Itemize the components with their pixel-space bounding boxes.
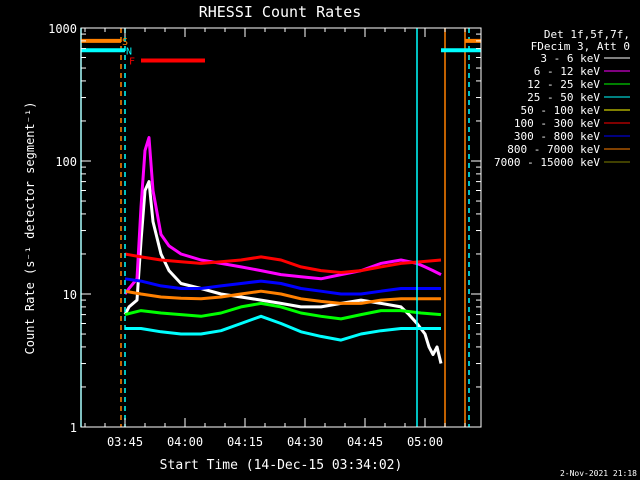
series-line xyxy=(124,252,442,274)
legend-entry-label: 50 - 100 keV xyxy=(521,104,601,117)
y-tick-label: 1 xyxy=(70,421,77,435)
attenuator-markers: SNF xyxy=(81,37,481,67)
legend-entry-label: 6 - 12 keV xyxy=(534,65,601,78)
series-line xyxy=(123,136,442,295)
plot-frame xyxy=(80,27,482,428)
legend-entry-label: 800 - 7000 keV xyxy=(507,143,600,156)
legend-entry-label: 3 - 6 keV xyxy=(540,52,600,65)
y-axis-label: Count Rate (s⁻¹ detector segment⁻¹) xyxy=(23,102,37,355)
chart-title: RHESSI Count Rates xyxy=(199,3,362,21)
legend-entry-label: 100 - 300 keV xyxy=(514,117,600,130)
x-tick-label: 04:45 xyxy=(347,435,383,449)
footer-timestamp: 2-Nov-2021 21:18 xyxy=(560,469,637,478)
legend-entry-label: 12 - 25 keV xyxy=(527,78,600,91)
legend-header: FDecim 3, Att 0 xyxy=(531,40,630,53)
legend-header: Det 1f,5f,7f, xyxy=(544,28,630,41)
series-line xyxy=(125,314,441,342)
x-tick-label: 04:00 xyxy=(167,435,203,449)
series-line xyxy=(123,180,443,364)
marker-label: S xyxy=(122,37,128,48)
legend-entry-label: 300 - 800 keV xyxy=(514,130,600,143)
x-tick-label: 04:15 xyxy=(227,435,263,449)
legend-entry-label: 7000 - 15000 keV xyxy=(494,156,600,169)
series-line xyxy=(124,277,441,296)
series-line xyxy=(124,301,442,321)
x-tick-label: 04:30 xyxy=(287,435,323,449)
x-tick-label: 05:00 xyxy=(407,435,443,449)
y-axis: 1 10 100 1000 xyxy=(48,22,481,435)
series-layer xyxy=(123,136,443,364)
legend-entry-label: 25 - 50 keV xyxy=(527,91,600,104)
marker-label: N xyxy=(126,46,132,57)
y-tick-label: 1000 xyxy=(48,22,77,36)
x-axis-label: Start Time (14-Dec-15 03:34:02) xyxy=(160,458,403,473)
y-tick-label: 100 xyxy=(55,155,77,169)
marker-label: F xyxy=(129,56,135,67)
x-tick-label: 03:45 xyxy=(107,435,143,449)
series-line xyxy=(124,289,441,305)
y-tick-label: 10 xyxy=(63,288,77,302)
x-axis: 03:45 04:00 04:15 04:30 04:45 05:00 xyxy=(84,28,466,449)
